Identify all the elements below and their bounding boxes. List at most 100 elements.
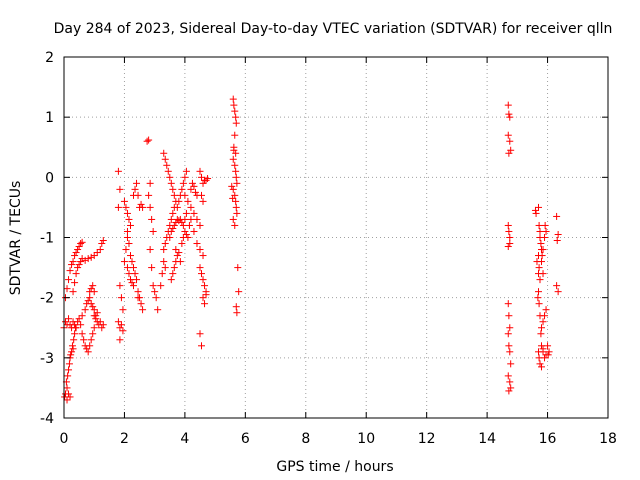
y-axis-ticks: -4 -3 -2 -1 0 1 2 [40,50,608,427]
data-point [190,227,198,235]
data-point [534,348,542,356]
data-point [170,221,178,229]
data-point [128,279,136,287]
data-point [199,179,207,187]
x-tick-label: 2 [120,431,129,447]
data-point [117,294,125,302]
data-point [92,315,100,323]
data-point [537,240,545,248]
data-point [62,318,70,326]
data-point [66,393,74,401]
data-point [84,255,92,263]
data-point [119,306,127,314]
data-point [74,318,82,326]
chart-title: Day 284 of 2023, Sidereal Day-to-day VTE… [54,21,613,37]
data-point [506,113,514,121]
data-point [160,246,168,254]
data-point [542,306,550,314]
data-point [169,185,177,193]
data-point [130,282,138,290]
data-point [181,191,189,199]
data-point [504,300,512,308]
data-point [504,131,512,139]
data-point [120,197,128,205]
data-point [65,276,73,284]
y-tick-label: 0 [45,170,54,186]
data-point [538,363,546,371]
data-point [182,167,190,175]
data-point [152,294,160,302]
data-point [199,294,207,302]
data-point [84,348,92,356]
data-point [134,191,142,199]
data-point [190,182,198,190]
data-point [87,300,95,308]
data-point [536,227,544,235]
data-point [190,209,198,217]
data-point [166,234,174,241]
y-tick-label: 2 [45,50,54,66]
data-point [116,282,124,290]
data-point [179,221,187,229]
data-point [72,249,80,257]
data-point [74,264,82,272]
data-point [553,282,561,290]
data-point [535,354,543,362]
y-tick-label: -2 [40,291,54,307]
data-point [196,330,204,338]
data-point [506,348,514,356]
data-point [179,179,187,187]
data-point [232,303,240,311]
data-point [133,179,141,187]
data-point [504,330,512,338]
data-point [535,300,543,308]
data-point [201,300,209,308]
data-point [98,240,106,248]
data-point [184,197,192,205]
data-point [233,209,241,217]
data-point [507,360,515,368]
data-point [169,209,177,217]
data-points [60,95,562,404]
data-point [173,252,181,260]
data-point [158,270,166,278]
data-point [117,321,125,329]
data-point [504,372,512,380]
y-tick-label: -4 [40,411,54,427]
gridlines [64,57,608,418]
data-point [539,246,547,254]
data-point [164,167,172,175]
data-point [81,306,89,314]
data-point [507,384,515,392]
data-point [553,237,561,245]
data-point [235,288,243,296]
data-point [172,218,180,226]
data-point [545,348,553,356]
data-point [63,384,71,392]
data-point [229,185,237,193]
data-point [87,253,95,261]
data-point [506,378,514,386]
data-point [196,264,204,272]
data-point [143,137,151,145]
data-point [169,224,177,232]
data-point [187,203,195,211]
x-tick-label: 10 [357,431,375,447]
data-point [125,240,133,248]
data-point [90,312,98,320]
data-point [86,294,94,302]
data-point [161,240,169,248]
data-point [69,288,77,296]
data-point [175,197,183,205]
data-point [78,255,86,263]
data-point [68,261,76,269]
data-point [228,182,236,190]
data-point [123,227,131,235]
data-point [123,209,131,217]
data-point [122,246,130,254]
data-point [167,227,175,235]
data-point [163,161,171,169]
data-point [145,136,153,144]
data-point [229,155,237,163]
